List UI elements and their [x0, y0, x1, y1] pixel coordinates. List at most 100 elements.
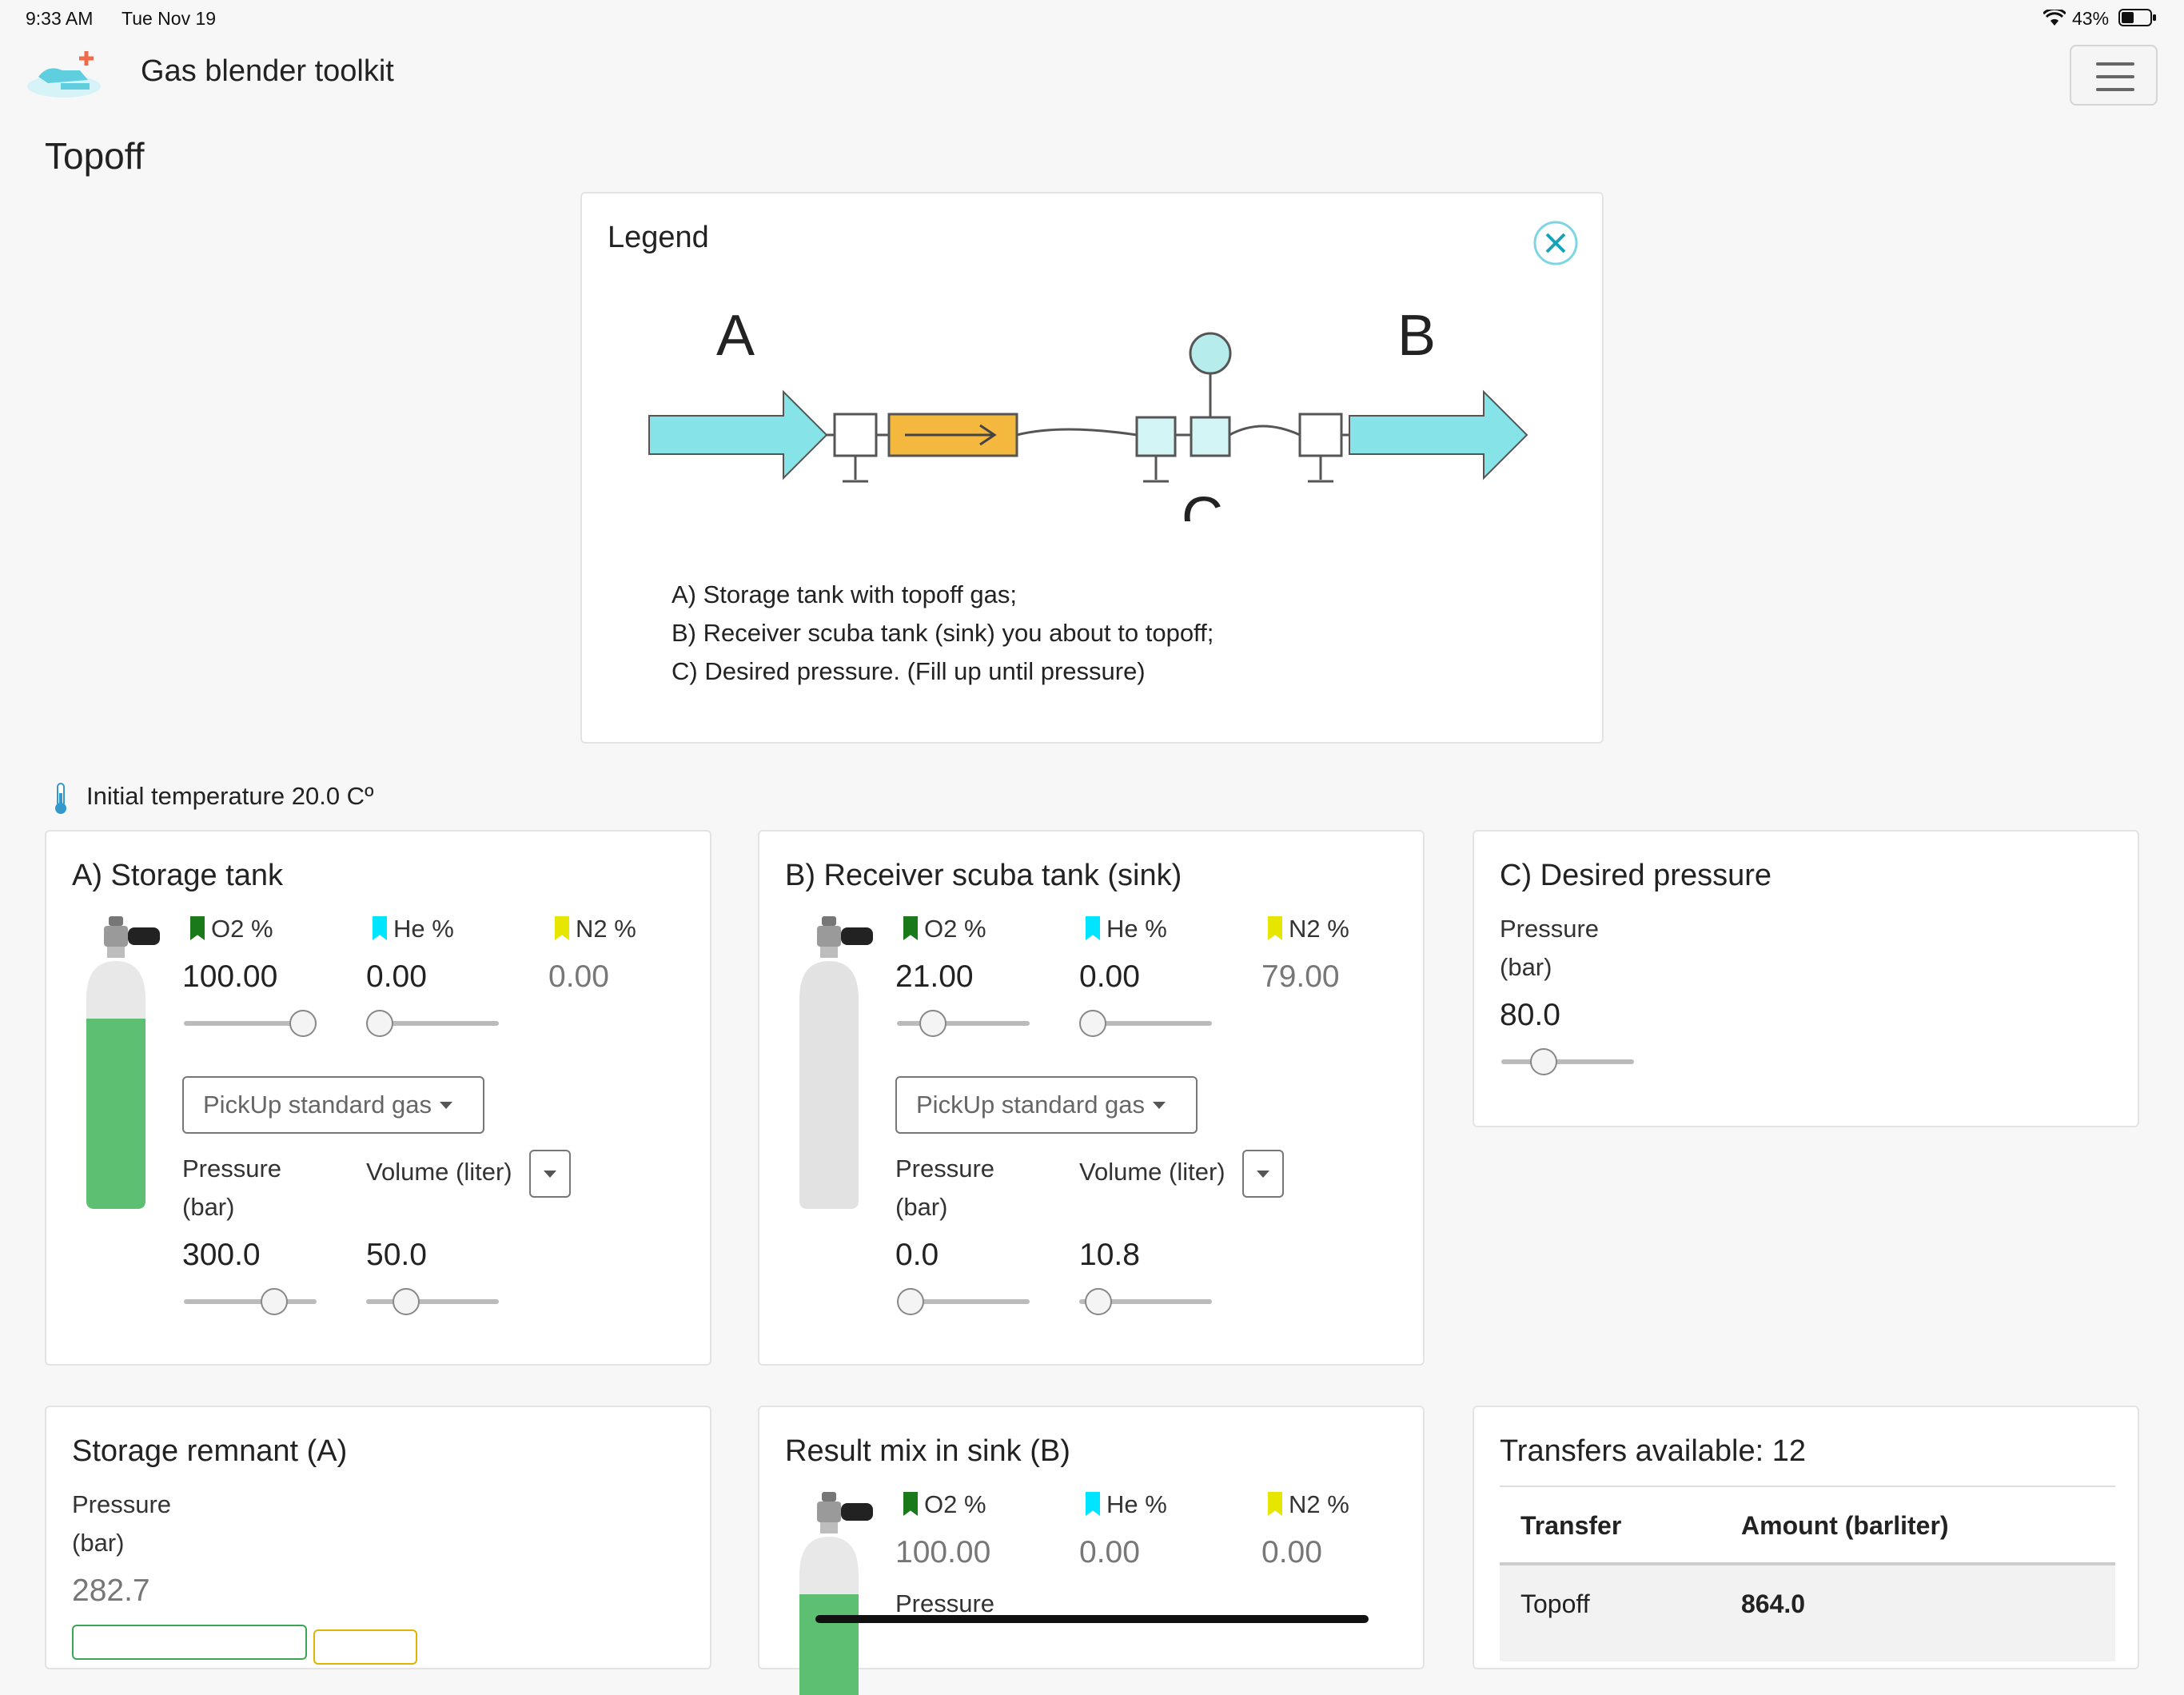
- volume-slider-thumb[interactable]: [1084, 1288, 1112, 1315]
- he-slider[interactable]: [1079, 1009, 1212, 1038]
- pressure-value: 0.0: [895, 1238, 939, 1272]
- legend-title: Legend: [608, 221, 709, 254]
- volume-slider[interactable]: [1079, 1287, 1212, 1316]
- o2-value: 100.00: [895, 1535, 991, 1569]
- o2-slider-thumb[interactable]: [919, 1010, 947, 1037]
- column-header-transfer: Transfer: [1520, 1511, 1622, 1540]
- he-label: He %: [1086, 1490, 1167, 1519]
- he-label: He %: [1086, 915, 1167, 943]
- o2-flag-icon: [903, 916, 918, 940]
- storage-remnant-title: Storage remnant (A): [72, 1434, 348, 1468]
- desired-pressure-card: C) Desired pressure Pressure (bar) 80.0: [1473, 830, 2139, 1127]
- o2-label: O2 %: [903, 1490, 986, 1519]
- wifi-icon: [2043, 10, 2066, 26]
- page-title: Topoff: [45, 135, 145, 177]
- result-mix-title: Result mix in sink (B): [785, 1434, 1070, 1468]
- pressure-unit-label: (bar): [895, 1193, 948, 1221]
- n2-flag-icon: [1268, 916, 1282, 940]
- home-indicator[interactable]: [815, 1615, 1369, 1623]
- result-mix-card: Result mix in sink (B) O2 % He % N2 % 10…: [758, 1406, 1425, 1695]
- caret-down-icon: [1153, 1102, 1166, 1109]
- volume-value: 10.8: [1079, 1238, 1140, 1272]
- diagram-label-a: A: [716, 304, 755, 368]
- transfers-title: Transfers available: 12: [1500, 1434, 1807, 1468]
- he-flag-icon: [1086, 1492, 1100, 1516]
- n2-label: N2 %: [1268, 915, 1349, 943]
- o2-slider-thumb[interactable]: [289, 1010, 317, 1037]
- divider: [1500, 1486, 2115, 1487]
- caret-down-icon: [440, 1102, 453, 1109]
- pressure-slider[interactable]: [184, 1287, 317, 1316]
- he-slider[interactable]: [366, 1009, 499, 1038]
- volume-value: 50.0: [366, 1238, 427, 1272]
- initial-temperature[interactable]: Initial temperature 20.0 Cº: [86, 782, 374, 810]
- storage-tank-title: A) Storage tank: [72, 859, 284, 892]
- pressure-slider[interactable]: [1501, 1047, 1634, 1076]
- volume-label: Volume (liter): [366, 1158, 512, 1186]
- legend-line-c: C) Desired pressure. (Fill up until pres…: [672, 657, 1146, 685]
- legend-line-b: B) Receiver scuba tank (sink) you about …: [672, 619, 1214, 647]
- remnant-status-button[interactable]: [72, 1625, 307, 1660]
- topoff-flow-diagram: A B C: [648, 304, 1528, 521]
- diagram-label-b: B: [1397, 304, 1436, 368]
- desired-pressure-title: C) Desired pressure: [1500, 859, 1772, 892]
- volume-slider-thumb[interactable]: [393, 1288, 420, 1315]
- transfer-cell: Topoff: [1520, 1589, 1590, 1618]
- n2-label: N2 %: [555, 915, 636, 943]
- legend-panel: Legend A B C A) Storage tank with topoff…: [580, 192, 1604, 744]
- he-value: 0.00: [1079, 1535, 1140, 1569]
- n2-flag-icon: [555, 916, 569, 940]
- he-value: 0.00: [366, 959, 427, 994]
- cylinder-fill: [86, 1019, 145, 1209]
- battery-percent: 43%: [2072, 8, 2110, 29]
- o2-flag-icon: [903, 1492, 918, 1516]
- pressure-label: Pressure: [72, 1490, 172, 1518]
- pressure-unit-label: (bar): [1500, 953, 1552, 981]
- pressure-value: 300.0: [182, 1238, 261, 1272]
- column-header-amount: Amount (barliter): [1741, 1511, 1949, 1540]
- n2-value: 0.00: [1261, 1535, 1322, 1569]
- pressure-label: Pressure: [895, 1589, 995, 1617]
- caret-down-icon: [544, 1171, 556, 1178]
- legend-line-a: A) Storage tank with topoff gas;: [672, 580, 1017, 608]
- app-title[interactable]: Gas blender toolkit: [141, 54, 394, 88]
- gas-cylinder-icon: [799, 916, 873, 1209]
- n2-value: 0.00: [548, 959, 609, 994]
- pressure-value: 282.7: [72, 1573, 150, 1608]
- divider: [1500, 1562, 2115, 1565]
- he-slider-thumb[interactable]: [1079, 1010, 1106, 1037]
- pressure-unit-label: (bar): [72, 1529, 125, 1557]
- app-logo-icon[interactable]: [24, 46, 104, 102]
- remnant-warning-button[interactable]: [313, 1629, 417, 1665]
- he-slider-thumb[interactable]: [366, 1010, 393, 1037]
- he-flag-icon: [373, 916, 387, 940]
- pressure-label: Pressure: [895, 1155, 995, 1183]
- n2-flag-icon: [1268, 1492, 1282, 1516]
- pickup-standard-gas-button[interactable]: PickUp standard gas: [895, 1076, 1198, 1134]
- volume-slider[interactable]: [366, 1287, 499, 1316]
- pressure-unit-label: (bar): [182, 1193, 235, 1221]
- receiver-tank-card: B) Receiver scuba tank (sink) O2 % He % …: [758, 830, 1425, 1366]
- cylinder-fill: [799, 961, 859, 1209]
- pressure-label: Pressure: [182, 1155, 282, 1183]
- table-row[interactable]: Topoff 864.0: [1500, 1565, 2115, 1661]
- gas-cylinder-icon: [86, 916, 160, 1209]
- battery-icon: [2118, 9, 2156, 26]
- amount-cell: 864.0: [1741, 1589, 1806, 1618]
- o2-slider[interactable]: [184, 1009, 317, 1038]
- o2-slider[interactable]: [897, 1009, 1030, 1038]
- o2-label: O2 %: [190, 915, 273, 943]
- volume-dropdown-button[interactable]: [1242, 1150, 1284, 1198]
- pressure-slider-thumb[interactable]: [1529, 1048, 1557, 1075]
- pressure-slider[interactable]: [897, 1287, 1030, 1316]
- pressure-slider-thumb[interactable]: [897, 1288, 924, 1315]
- receiver-tank-title: B) Receiver scuba tank (sink): [785, 859, 1182, 892]
- transfers-card: Transfers available: 12 Transfer Amount …: [1473, 1406, 2139, 1669]
- volume-label: Volume (liter): [1079, 1158, 1226, 1186]
- n2-label: N2 %: [1268, 1490, 1349, 1519]
- pressure-slider-thumb[interactable]: [261, 1288, 289, 1315]
- menu-toggle-button[interactable]: [2070, 45, 2158, 106]
- close-icon[interactable]: [1532, 219, 1580, 267]
- pickup-standard-gas-button[interactable]: PickUp standard gas: [182, 1076, 484, 1134]
- volume-dropdown-button[interactable]: [529, 1150, 571, 1198]
